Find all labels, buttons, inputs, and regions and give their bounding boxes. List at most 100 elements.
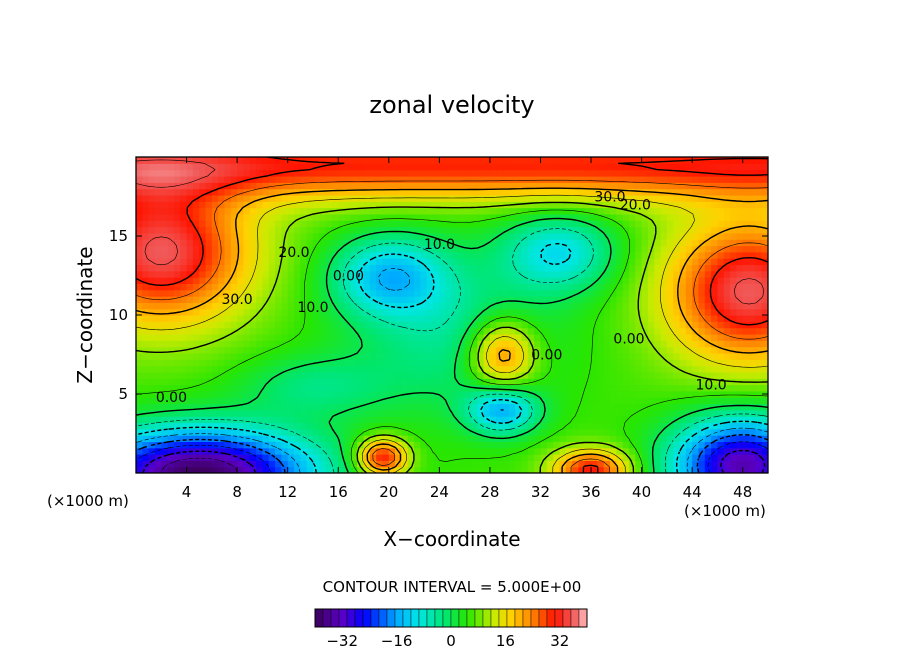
heatmap-cell <box>597 213 605 221</box>
heatmap-cell <box>237 454 245 461</box>
heatmap-cell <box>755 428 763 436</box>
heatmap-cell <box>230 201 238 209</box>
heatmap-cell <box>527 296 535 303</box>
heatmap-cell <box>477 251 485 259</box>
heatmap-cell <box>692 384 700 392</box>
heatmap-cell <box>458 258 466 266</box>
heatmap-cell <box>433 435 440 442</box>
heatmap-cell <box>654 283 662 291</box>
heatmap-cell <box>363 435 371 442</box>
heatmap-cell <box>458 289 466 297</box>
heatmap-cell <box>584 435 592 442</box>
heatmap-cell <box>420 447 428 455</box>
heatmap-cell <box>331 308 339 316</box>
heatmap-cell <box>572 302 579 310</box>
heatmap-cell <box>350 365 358 373</box>
heatmap-cell <box>294 352 301 360</box>
heatmap-cell <box>546 289 554 297</box>
heatmap-cell <box>439 371 447 379</box>
heatmap-cell <box>559 340 567 348</box>
heatmap-cell <box>439 188 447 196</box>
heatmap-cell <box>546 270 554 278</box>
heatmap-cell <box>256 270 263 278</box>
heatmap-cell <box>521 460 529 468</box>
heatmap-cell <box>211 194 219 202</box>
heatmap-cell <box>350 194 358 202</box>
heatmap-cell <box>654 460 662 468</box>
heatmap-cell <box>704 182 712 190</box>
heatmap-cell <box>685 258 693 266</box>
heatmap-cell <box>534 302 542 310</box>
heatmap-cell <box>723 308 731 316</box>
heatmap-cell <box>641 365 649 373</box>
heatmap-cell <box>363 447 371 455</box>
heatmap-cell <box>180 175 188 183</box>
heatmap-cell <box>388 232 396 240</box>
heatmap-cell <box>742 239 750 247</box>
heatmap-cell <box>199 169 207 177</box>
heatmap-cell <box>256 340 263 348</box>
heatmap-cell <box>230 277 238 284</box>
heatmap-cell <box>167 315 175 322</box>
heatmap-cell <box>407 207 415 215</box>
heatmap-cell <box>755 365 763 373</box>
heatmap-cell <box>742 302 750 310</box>
heatmap-cell <box>142 384 150 392</box>
heatmap-cell <box>553 302 561 310</box>
heatmap-cell <box>565 277 573 284</box>
heatmap-cell <box>723 277 731 284</box>
heatmap-cell <box>230 378 238 386</box>
heatmap-cell <box>243 169 251 177</box>
heatmap-cell <box>294 435 301 442</box>
heatmap-cell <box>597 270 605 278</box>
heatmap-cell <box>508 264 516 272</box>
heatmap-cell <box>647 454 655 461</box>
heatmap-cell <box>300 157 308 164</box>
heatmap-cell <box>249 365 257 373</box>
heatmap-cell <box>635 447 643 455</box>
heatmap-cell <box>654 169 662 177</box>
heatmap-cell <box>186 157 194 164</box>
heatmap-cell <box>249 466 257 473</box>
heatmap-cell <box>167 169 175 177</box>
heatmap-cell <box>527 213 535 221</box>
heatmap-cell <box>692 308 700 316</box>
heatmap-cell <box>224 258 232 266</box>
heatmap-cell <box>439 302 447 310</box>
heatmap-cell <box>420 359 428 367</box>
heatmap-cell <box>243 308 251 316</box>
heatmap-cell <box>414 384 421 392</box>
heatmap-cell <box>553 397 561 405</box>
heatmap-cell <box>363 226 371 234</box>
heatmap-cell <box>363 220 371 228</box>
heatmap-cell <box>136 365 143 373</box>
heatmap-cell <box>477 258 485 266</box>
heatmap-cell <box>527 289 535 297</box>
heatmap-cell <box>603 340 611 348</box>
heatmap-cell <box>647 435 655 442</box>
heatmap-cell <box>136 435 143 442</box>
heatmap-cell <box>692 466 700 473</box>
heatmap-cell <box>148 428 156 436</box>
heatmap-cell <box>148 365 156 373</box>
heatmap-cell <box>142 460 150 468</box>
heatmap-cell <box>610 270 617 278</box>
heatmap-cell <box>357 169 365 177</box>
heatmap-cell <box>161 283 169 291</box>
heatmap-cell <box>331 289 339 297</box>
heatmap-cell <box>237 447 245 455</box>
heatmap-cell <box>452 194 459 202</box>
heatmap-cell <box>508 226 516 234</box>
heatmap-cell <box>692 409 700 417</box>
heatmap-cell <box>300 428 308 436</box>
heatmap-cell <box>338 169 346 177</box>
heatmap-cell <box>736 175 744 183</box>
heatmap-cell <box>161 182 169 190</box>
heatmap-cell <box>439 296 447 303</box>
heatmap-cell <box>685 270 693 278</box>
heatmap-cell <box>597 441 605 449</box>
heatmap-cell <box>325 169 333 177</box>
heatmap-cell <box>426 435 434 442</box>
heatmap-cell <box>698 163 706 171</box>
heatmap-cell <box>730 466 737 473</box>
